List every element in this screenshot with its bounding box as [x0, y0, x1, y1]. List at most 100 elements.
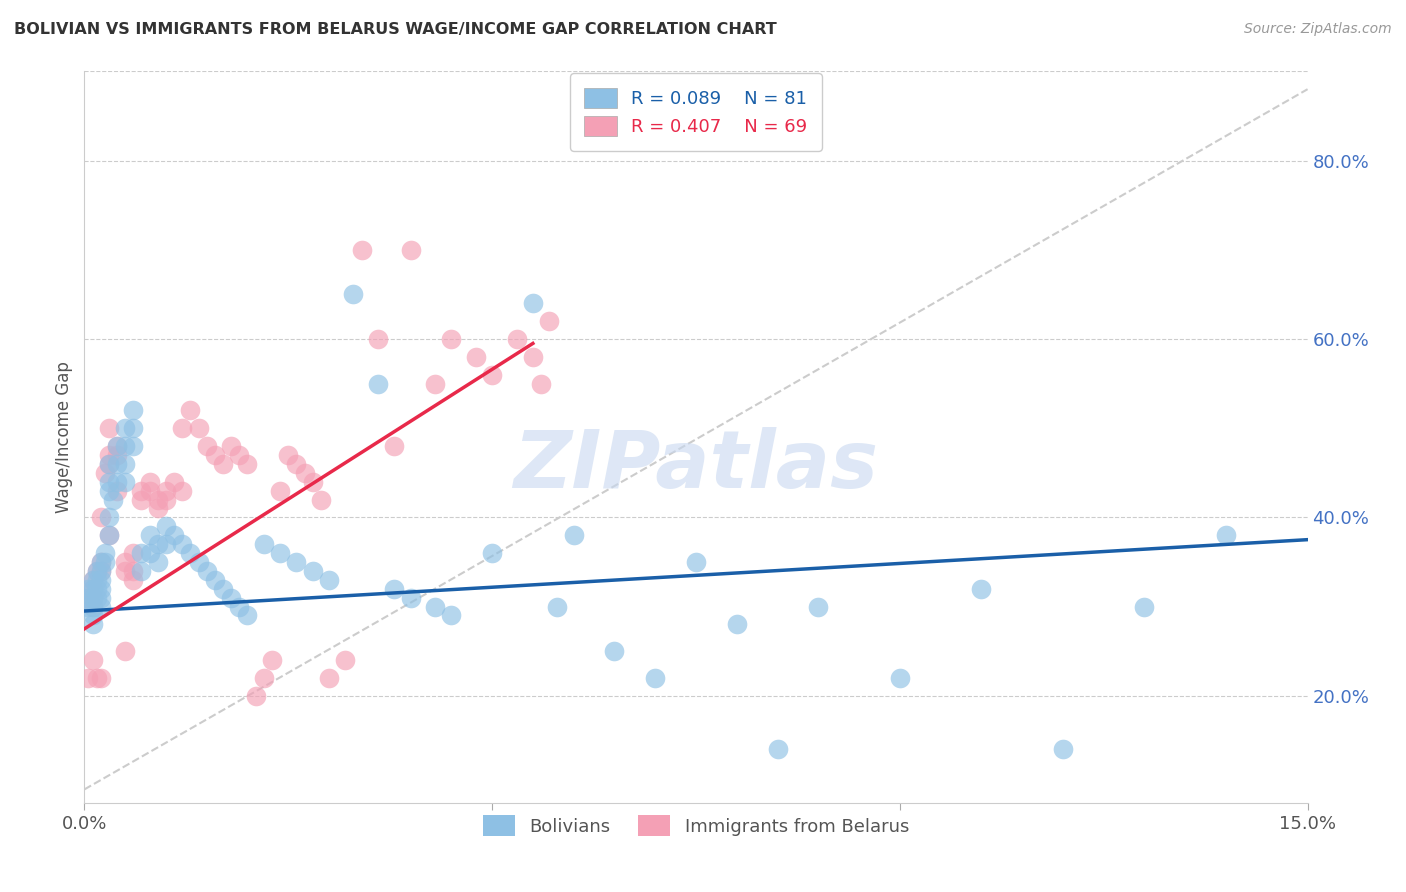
Point	[245, 689, 267, 703]
Point	[82, 617, 104, 632]
Point	[97, 510, 120, 524]
Point	[82, 582, 104, 596]
Point	[131, 492, 153, 507]
Point	[82, 591, 104, 605]
Point	[105, 475, 128, 489]
Point	[90, 564, 112, 578]
Point	[77, 582, 100, 596]
Point	[236, 608, 259, 623]
Point	[90, 555, 112, 569]
Point	[195, 439, 218, 453]
Point	[90, 510, 112, 524]
Point	[440, 608, 463, 623]
Point	[1133, 599, 1156, 614]
Point	[105, 439, 128, 453]
Point	[90, 582, 112, 596]
Point	[285, 457, 308, 471]
Point	[97, 475, 120, 489]
Point	[269, 546, 291, 560]
Point	[82, 573, 104, 587]
Point	[367, 376, 389, 391]
Point	[481, 546, 503, 560]
Point	[1215, 528, 1237, 542]
Point	[212, 582, 235, 596]
Point	[82, 573, 104, 587]
Point	[86, 671, 108, 685]
Point	[77, 591, 100, 605]
Point	[93, 555, 115, 569]
Point	[93, 466, 115, 480]
Point	[382, 582, 405, 596]
Point	[187, 555, 209, 569]
Point	[155, 519, 177, 533]
Point	[122, 573, 145, 587]
Point	[86, 564, 108, 578]
Point	[212, 457, 235, 471]
Point	[138, 528, 160, 542]
Point	[114, 439, 136, 453]
Point	[114, 457, 136, 471]
Point	[131, 483, 153, 498]
Point	[97, 528, 120, 542]
Point	[464, 350, 486, 364]
Point	[172, 483, 194, 498]
Point	[260, 653, 283, 667]
Point	[155, 483, 177, 498]
Point	[114, 555, 136, 569]
Point	[440, 332, 463, 346]
Point	[505, 332, 527, 346]
Point	[807, 599, 830, 614]
Point	[219, 439, 242, 453]
Point	[105, 439, 128, 453]
Point	[546, 599, 568, 614]
Point	[1052, 742, 1074, 756]
Point	[90, 573, 112, 587]
Point	[725, 617, 748, 632]
Point	[766, 742, 789, 756]
Point	[228, 599, 250, 614]
Point	[309, 492, 332, 507]
Point	[86, 564, 108, 578]
Point	[122, 421, 145, 435]
Point	[122, 564, 145, 578]
Point	[90, 671, 112, 685]
Point	[82, 591, 104, 605]
Point	[122, 403, 145, 417]
Point	[131, 564, 153, 578]
Point	[318, 573, 340, 587]
Point	[603, 644, 626, 658]
Point	[163, 528, 186, 542]
Point	[172, 537, 194, 551]
Point	[889, 671, 911, 685]
Point	[285, 555, 308, 569]
Point	[530, 376, 553, 391]
Point	[114, 475, 136, 489]
Point	[146, 555, 169, 569]
Point	[97, 483, 120, 498]
Point	[114, 564, 136, 578]
Point	[90, 564, 112, 578]
Point	[301, 564, 323, 578]
Point	[90, 599, 112, 614]
Point	[204, 573, 226, 587]
Point	[138, 475, 160, 489]
Point	[155, 537, 177, 551]
Point	[82, 582, 104, 596]
Point	[644, 671, 666, 685]
Point	[269, 483, 291, 498]
Point	[195, 564, 218, 578]
Point	[131, 546, 153, 560]
Point	[82, 608, 104, 623]
Point	[86, 573, 108, 587]
Point	[294, 466, 316, 480]
Point	[97, 528, 120, 542]
Point	[367, 332, 389, 346]
Point	[93, 546, 115, 560]
Point	[423, 599, 446, 614]
Point	[172, 421, 194, 435]
Point	[253, 671, 276, 685]
Point	[399, 243, 422, 257]
Point	[138, 546, 160, 560]
Point	[146, 501, 169, 516]
Point	[399, 591, 422, 605]
